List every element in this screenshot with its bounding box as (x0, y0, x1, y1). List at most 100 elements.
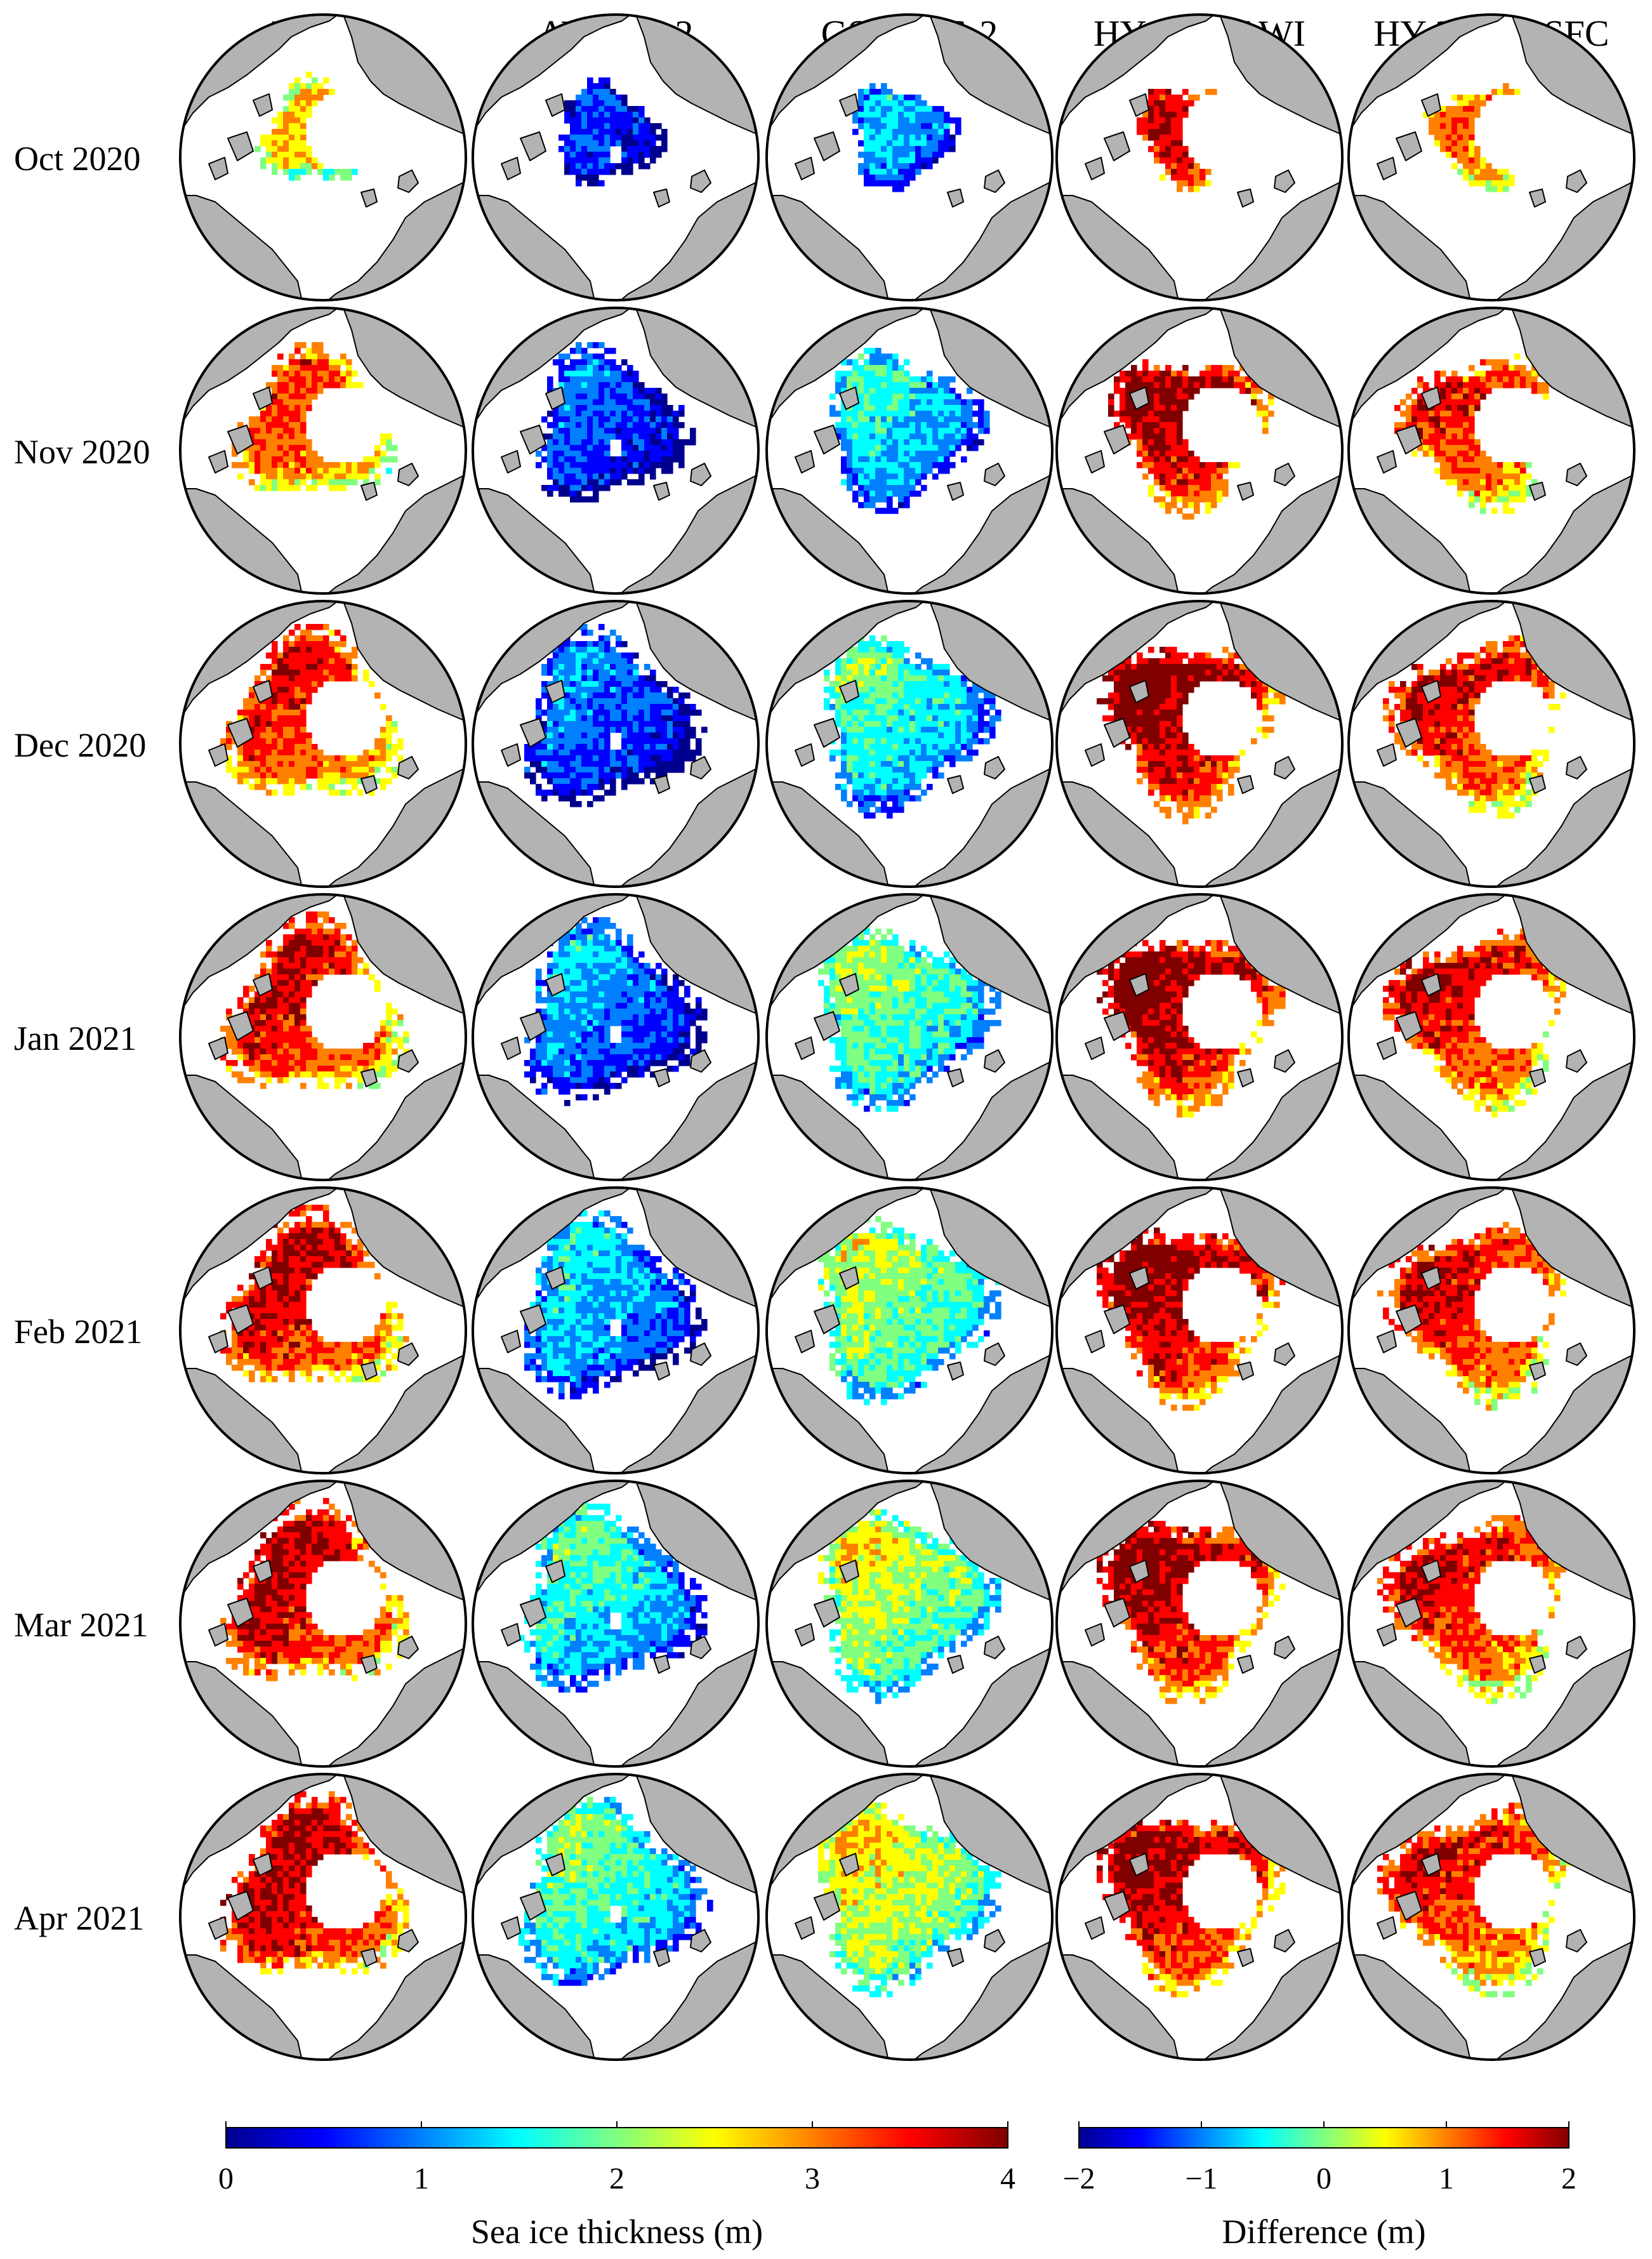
map-panel (1347, 1480, 1635, 1768)
sea-ice-field (215, 1791, 409, 1975)
map-border (765, 600, 1054, 888)
map-panel (765, 1186, 1054, 1474)
map-panels (179, 13, 1635, 2061)
map-border (765, 1480, 1054, 1768)
sea-ice-field (1097, 647, 1286, 825)
map-border (765, 307, 1054, 595)
map-border (179, 13, 467, 301)
map-border (179, 1186, 467, 1474)
map-panel (1055, 307, 1344, 595)
difference-tick-neg1: −1 (1185, 2162, 1217, 2196)
map-panel (472, 307, 760, 595)
sea-ice-field (1383, 635, 1566, 819)
map-border (179, 1480, 467, 1768)
sea-ice-field (220, 624, 404, 796)
sea-ice-field (852, 83, 961, 192)
difference-colorbar-ticks (1078, 2121, 1569, 2128)
map-border (1055, 1480, 1344, 1768)
map-panel (1347, 1186, 1635, 1474)
sea-ice-field (254, 72, 358, 181)
difference-colorbar: −2 −1 0 1 2 Difference (m) (1062, 2121, 1576, 2251)
row-label-jan-2021: Jan 2021 (14, 1019, 136, 1057)
map-panel (472, 1480, 760, 1768)
map-panel (472, 893, 760, 1181)
map-panel (472, 600, 760, 888)
row-label-nov-2020: Nov 2020 (14, 433, 150, 471)
map-border (1347, 893, 1635, 1181)
thickness-tick-3: 3 (805, 2162, 820, 2196)
map-border (1055, 13, 1344, 301)
map-border (1347, 13, 1635, 301)
map-panel (179, 1773, 467, 2061)
map-border (472, 893, 760, 1181)
map-panel (1055, 1773, 1344, 2061)
map-border (1347, 1480, 1635, 1768)
sea-ice-field (818, 923, 1001, 1112)
map-panel (179, 600, 467, 888)
map-panel (472, 1773, 760, 2061)
difference-colorbar-label: Difference (m) (1222, 2213, 1425, 2251)
map-border (1347, 600, 1635, 888)
sea-ice-field (519, 1498, 708, 1693)
map-border (1347, 307, 1635, 595)
map-border (472, 13, 760, 301)
sea-ice-field (1394, 354, 1549, 514)
row-label-dec-2020: Dec 2020 (14, 726, 146, 764)
map-border (1347, 1186, 1635, 1474)
sea-ice-field (818, 1216, 1001, 1405)
map-border (765, 1773, 1054, 2061)
sea-ice-field (1137, 89, 1217, 192)
land-mask (767, 308, 1052, 593)
map-panel (765, 600, 1054, 888)
map-panel (1055, 600, 1344, 888)
sea-ice-field (536, 342, 696, 503)
row-label-apr-2021: Apr 2021 (14, 1899, 144, 1937)
map-panel (1055, 1480, 1344, 1768)
map-panel (765, 307, 1054, 595)
sea-ice-field (519, 1791, 713, 1986)
map-panel (1347, 893, 1635, 1181)
map-panel (179, 307, 467, 595)
thickness-colorbar: 0 1 2 3 4 Sea ice thickness (m) (218, 2121, 1015, 2251)
map-panel (1055, 893, 1344, 1181)
thickness-colorbar-bar (225, 2127, 1008, 2149)
difference-colorbar-bar (1078, 2127, 1569, 2149)
map-panel (472, 13, 760, 301)
map-border (472, 1773, 760, 2061)
sea-ice-field (829, 348, 990, 514)
map-panel (179, 893, 467, 1181)
row-label-mar-2021: Mar 2021 (14, 1606, 148, 1644)
map-panel (472, 1186, 760, 1474)
map-panel (765, 893, 1054, 1181)
sea-ice-field (818, 1509, 1001, 1704)
thickness-tick-1: 1 (414, 2162, 429, 2196)
sea-ice-field (215, 1498, 409, 1681)
map-border (1055, 307, 1344, 595)
thickness-tick-0: 0 (218, 2162, 234, 2196)
map-border (472, 600, 760, 888)
map-panel (765, 1480, 1054, 1768)
map-panel (179, 13, 467, 301)
difference-tick-0: 0 (1316, 2162, 1332, 2196)
sea-ice-field (1377, 1222, 1566, 1411)
map-border (765, 1186, 1054, 1474)
difference-tick-2: 2 (1561, 2162, 1576, 2196)
sea-ice-field (558, 77, 668, 187)
row-label-oct-2020: Oct 2020 (14, 140, 140, 178)
sea-ice-field (524, 624, 708, 807)
map-border (179, 600, 467, 888)
map-border (765, 13, 1054, 301)
map-border (1055, 1773, 1344, 2061)
thickness-tick-4: 4 (1000, 2162, 1015, 2196)
map-panel (765, 1773, 1054, 2061)
sea-ice-field (220, 1205, 409, 1382)
map-panel (1055, 1186, 1344, 1474)
map-border (1347, 1773, 1635, 2061)
map-border (472, 1186, 760, 1474)
difference-tick-neg2: −2 (1062, 2162, 1095, 2196)
difference-tick-1: 1 (1439, 2162, 1454, 2196)
map-panel (179, 1186, 467, 1474)
row-label-feb-2021: Feb 2021 (14, 1313, 143, 1351)
thickness-colorbar-label: Sea ice thickness (m) (471, 2213, 763, 2251)
